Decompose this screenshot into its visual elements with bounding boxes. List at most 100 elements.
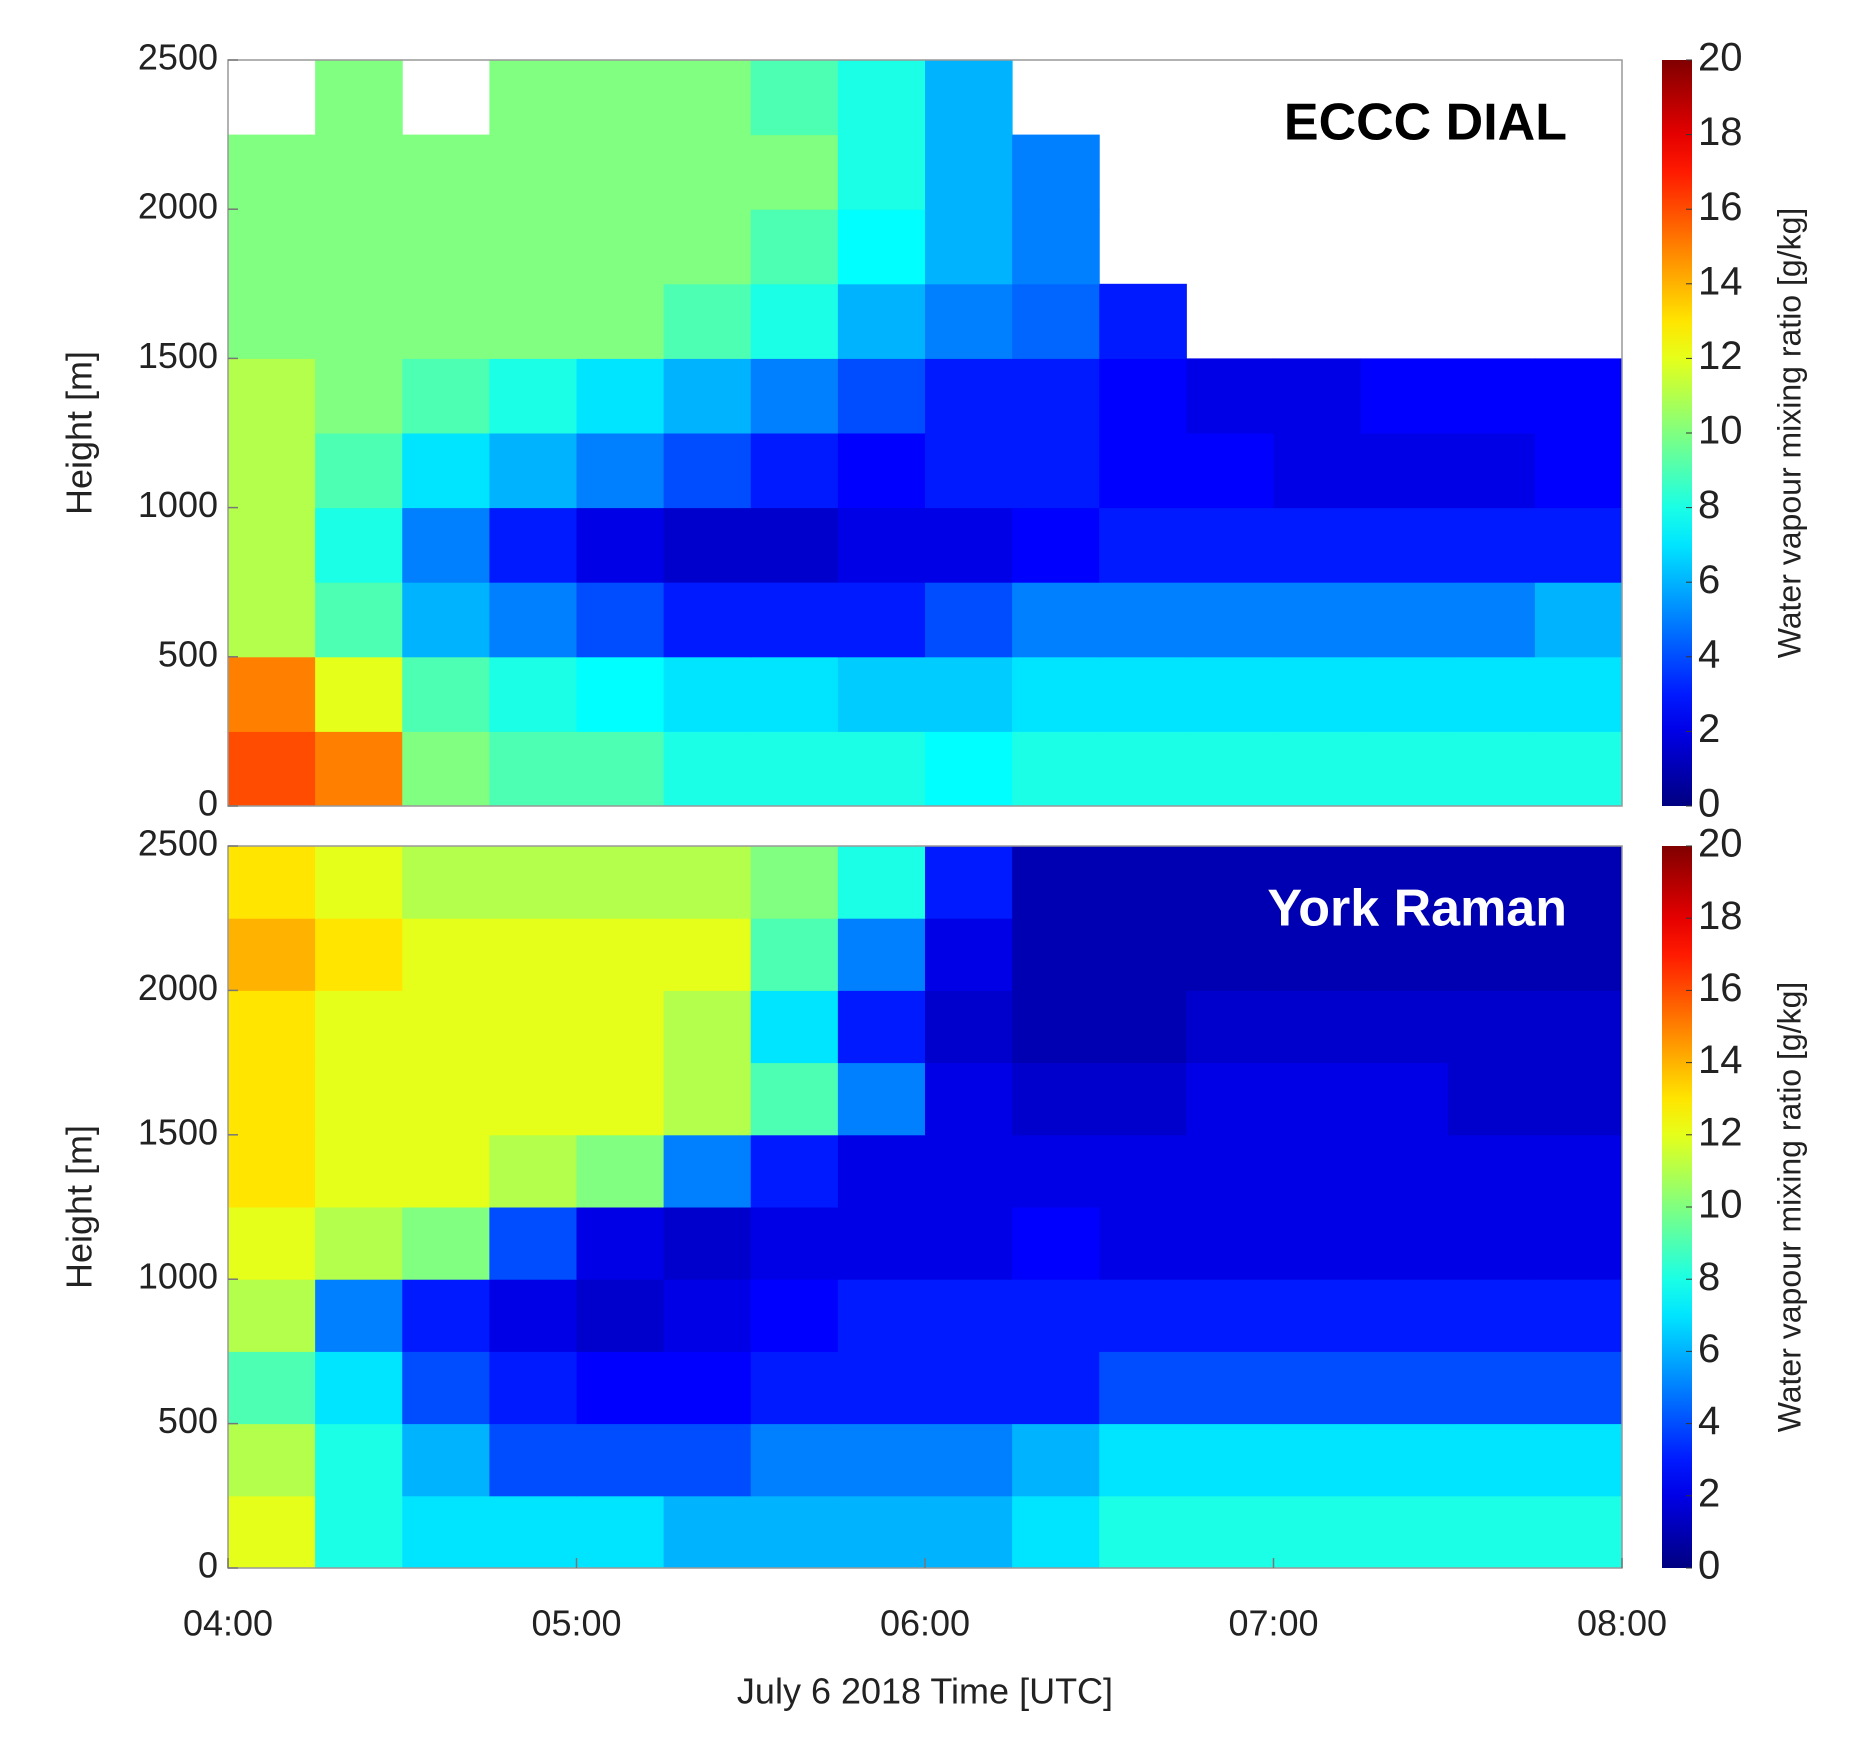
heatmap-cell <box>1273 1134 1362 1208</box>
colorbar-label: Water vapour mixing ratio [g/kg] <box>1771 982 1807 1433</box>
heatmap-cell <box>1273 582 1362 658</box>
heatmap-cell <box>489 1062 577 1136</box>
heatmap-cell <box>576 60 665 136</box>
heatmap-cell <box>1273 1351 1362 1425</box>
heatmap-cell <box>925 1062 1013 1136</box>
y-tick-label: 0 <box>198 1545 218 1586</box>
heatmap-cell <box>1099 1495 1187 1569</box>
heatmap-cell <box>228 582 316 658</box>
heatmap-cell <box>750 1134 839 1208</box>
heatmap-cell <box>315 582 403 658</box>
heatmap-cell <box>1099 1279 1187 1352</box>
heatmap-cell <box>1186 656 1274 732</box>
heatmap-cell <box>1099 1207 1187 1280</box>
heatmap-cell <box>1012 1423 1100 1497</box>
heatmap-cell <box>1012 1351 1100 1425</box>
heatmap-cell <box>750 918 839 991</box>
heatmap-cell <box>837 283 926 359</box>
heatmap-cell <box>1360 990 1449 1064</box>
heatmap-cell <box>1273 731 1362 807</box>
heatmap-cell <box>663 1351 752 1425</box>
heatmap-cell <box>1186 1351 1274 1425</box>
heatmap-cell <box>1360 1423 1449 1497</box>
heatmap-cell <box>663 731 752 807</box>
heatmap-cell <box>1447 582 1536 658</box>
heatmap-cell <box>228 358 316 434</box>
heatmap-cell <box>489 990 577 1064</box>
heatmap-cell <box>1360 433 1449 509</box>
x-tick-label: 08:00 <box>1577 1603 1667 1644</box>
heatmap-cell <box>1534 1495 1623 1569</box>
heatmap-cell <box>402 918 490 991</box>
heatmap-cell <box>663 1134 752 1208</box>
colorbar-tick-label: 10 <box>1698 1183 1743 1227</box>
heatmap-cell <box>663 1062 752 1136</box>
heatmap-cell <box>315 656 403 732</box>
heatmap-cell <box>925 507 1013 583</box>
heatmap-cell <box>1012 1495 1100 1569</box>
heatmap-cell <box>663 433 752 509</box>
heatmap-cell <box>925 134 1013 210</box>
heatmap-cell <box>489 283 577 359</box>
heatmap-cell <box>1186 1207 1274 1280</box>
heatmap-cell <box>925 582 1013 658</box>
y-axis-label: Height [m] <box>59 351 100 515</box>
heatmap-cell <box>1360 846 1449 919</box>
heatmap-cell <box>402 1423 490 1497</box>
heatmap-cell <box>1099 1423 1187 1497</box>
heatmap-cell <box>315 1062 403 1136</box>
colorbar-tick-label: 20 <box>1698 36 1743 80</box>
heatmap-cell <box>576 1351 665 1425</box>
heatmap-cell <box>1012 1207 1100 1280</box>
heatmap-cell <box>1099 990 1187 1064</box>
heatmap-cell <box>1360 507 1449 583</box>
heatmap-cell <box>1273 656 1362 732</box>
heatmap-cell <box>1012 846 1100 919</box>
heatmap-cell <box>576 990 665 1064</box>
heatmap-cell <box>1099 1062 1187 1136</box>
heatmap-cell <box>402 209 490 285</box>
heatmap-cell <box>315 134 403 210</box>
heatmap-cell <box>750 358 839 434</box>
heatmap-cell <box>576 1207 665 1280</box>
heatmap-cell <box>837 1207 926 1280</box>
heatmap-cell <box>837 1062 926 1136</box>
heatmap-cell <box>402 846 490 919</box>
heatmap-cell <box>402 283 490 359</box>
y-tick-label: 500 <box>158 1400 218 1441</box>
heatmap-cell <box>1273 990 1362 1064</box>
y-tick-label: 500 <box>158 633 218 674</box>
y-tick-label: 1500 <box>138 335 218 376</box>
heatmap-cell <box>402 507 490 583</box>
heatmap-cell <box>228 990 316 1064</box>
heatmap-cell <box>315 731 403 807</box>
heatmap-cell <box>1534 507 1623 583</box>
heatmap-cell <box>1447 1279 1536 1352</box>
heatmap-cell <box>925 1207 1013 1280</box>
heatmap-cell <box>1012 1279 1100 1352</box>
heatmap-cell <box>315 507 403 583</box>
heatmap-cell <box>1447 1062 1536 1136</box>
heatmap-cell <box>1012 134 1100 210</box>
heatmap-cell <box>1012 656 1100 732</box>
heatmap-cell <box>489 582 577 658</box>
heatmap-cell <box>837 358 926 434</box>
heatmap-cell <box>1360 358 1449 434</box>
heatmap-cell <box>1447 1207 1536 1280</box>
panel-title: ECCC DIAL <box>1284 94 1567 152</box>
heatmap-cell <box>228 846 316 919</box>
heatmap-cell <box>228 433 316 509</box>
colorbar-tick-label: 8 <box>1698 1255 1720 1299</box>
heatmap-cell <box>663 507 752 583</box>
heatmap-cell <box>750 1062 839 1136</box>
y-axis-label: Height [m] <box>59 1125 100 1289</box>
heatmap-cell <box>315 433 403 509</box>
heatmap-cell <box>1534 1207 1623 1280</box>
heatmap-cell <box>1534 1423 1623 1497</box>
heatmap-cell <box>925 1351 1013 1425</box>
heatmap-cell <box>576 358 665 434</box>
heatmap-cell <box>925 731 1013 807</box>
heatmap-cell <box>1099 433 1187 509</box>
heatmap-cell <box>663 60 752 136</box>
heatmap-cell <box>1447 1134 1536 1208</box>
